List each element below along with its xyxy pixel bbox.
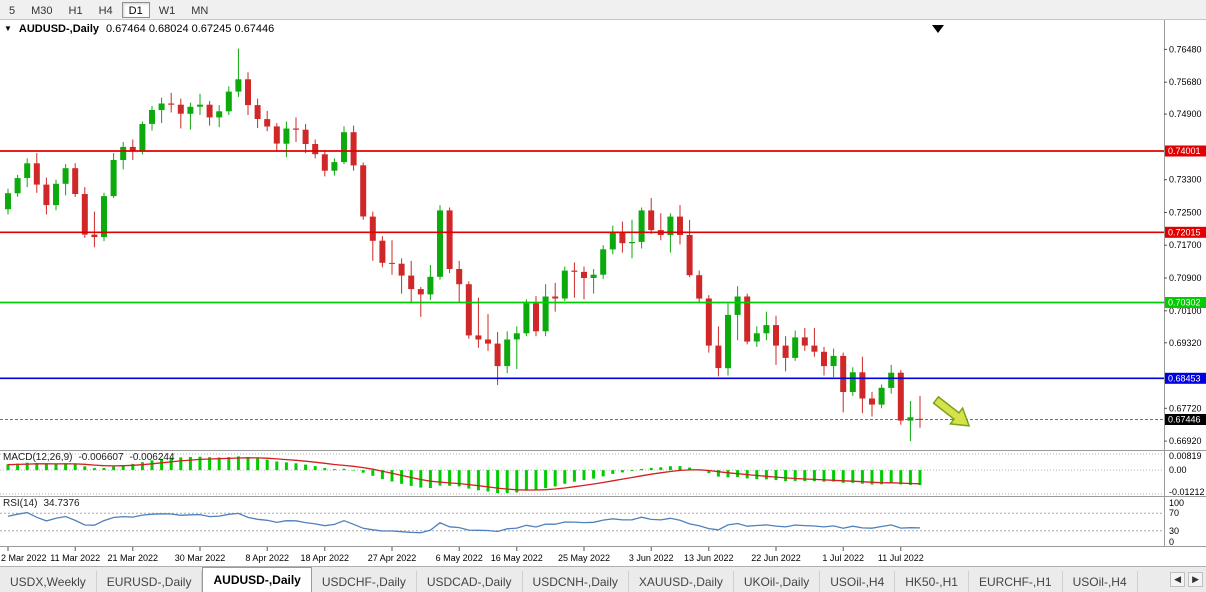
macd-indicator-chart[interactable]: 0.00819 0.00 -0.01212 [0, 451, 1206, 497]
time-axis: 2 Mar 2022 11 Mar 2022 21 Mar 2022 30 Mar 2… [0, 546, 1206, 566]
rsi-value: 34.7376 [43, 498, 80, 509]
timeframe-button-W1[interactable]: W1 [158, 4, 176, 17]
main-chart-panel: 0.76480 0.75680 0.74900 0.73300 0.72500 0.717… [0, 20, 1206, 450]
svg-text:0.75680: 0.75680 [1169, 77, 1202, 87]
time-axis-label: 22 Jun 2022 [751, 553, 801, 563]
chart-tab-USOil-H4[interactable]: USOil-,H4 [820, 571, 896, 592]
chart-tab-USDCAD-Daily[interactable]: USDCAD-,Daily [417, 571, 523, 592]
time-axis-label: 21 Mar 2022 [108, 553, 159, 563]
svg-text:0.73300: 0.73300 [1169, 175, 1202, 185]
svg-text:0.72500: 0.72500 [1169, 208, 1202, 218]
price-badge-0.67446: 0.67446 [1165, 414, 1206, 425]
svg-text:-0.01212: -0.01212 [1169, 487, 1205, 497]
svg-text:70: 70 [1169, 508, 1179, 518]
time-axis-label: 16 May 2022 [491, 553, 543, 563]
svg-text:0.67720: 0.67720 [1169, 403, 1202, 413]
time-axis-label: 3 Jun 2022 [629, 553, 674, 563]
chart-tab-USDCHF-Daily[interactable]: USDCHF-,Daily [312, 571, 417, 592]
chart-tabbar: USDX,Weekly EURUSD-,Daily AUDUSD-,Daily USD… [0, 566, 1206, 592]
price-badge-0.74001: 0.74001 [1165, 145, 1206, 157]
tab-scroll-left-button[interactable]: ◀ [1170, 572, 1186, 587]
svg-text:0.68453: 0.68453 [1168, 374, 1201, 384]
rsi-name: RSI(14) [3, 498, 38, 509]
svg-text:0.70302: 0.70302 [1168, 298, 1201, 308]
chart-tab-USDCNH-Daily[interactable]: USDCNH-,Daily [523, 571, 629, 592]
svg-text:0.00819: 0.00819 [1169, 451, 1202, 461]
trend-arrow-annotation[interactable] [930, 392, 975, 434]
svg-text:0.74900: 0.74900 [1169, 109, 1202, 119]
chart-symbol-label: AUDUSD-,Daily [18, 23, 99, 35]
time-axis-label: 2 Mar 2022 [1, 553, 47, 563]
time-axis-label: 25 May 2022 [558, 553, 610, 563]
svg-text:0.71700: 0.71700 [1169, 240, 1202, 250]
chart-shift-marker-icon[interactable] [932, 25, 944, 33]
macd-signal-line [7, 457, 921, 491]
rsi-panel: 100 70 30 0 RSI(14) 34.7376 [0, 496, 1206, 547]
macd-panel: 0.00819 0.00 -0.01212 MACD(12,26,9) -0.006… [0, 450, 1206, 497]
time-axis-label: 13 Jun 2022 [684, 553, 734, 563]
chart-symbol-info: ▼ AUDUSD-,Daily 0.67464 0.68024 0.67245 … [4, 23, 274, 35]
time-axis-label: 1 Jul 2022 [822, 553, 864, 563]
chart-tab-EURCHF-H1[interactable]: EURCHF-,H1 [969, 571, 1063, 592]
price-badge-0.70302: 0.70302 [1165, 297, 1206, 308]
time-axis-label: 6 May 2022 [436, 553, 483, 563]
svg-text:30: 30 [1169, 526, 1179, 536]
macd-name: MACD(12,26,9) [3, 452, 73, 463]
macd-label: MACD(12,26,9) -0.006607 -0.006244 [3, 452, 175, 463]
chart-tab-UKOil-Daily[interactable]: UKOil-,Daily [734, 571, 821, 592]
tab-scroll-right-button[interactable]: ▶ [1188, 572, 1203, 587]
chart-ohlc-values: 0.67464 0.68024 0.67245 0.67446 [106, 23, 275, 35]
time-axis-label: 18 Apr 2022 [301, 553, 350, 563]
chart-tab-EURUSD-Daily[interactable]: EURUSD-,Daily [97, 571, 203, 592]
chart-tab-USDX-Weekly[interactable]: USDX,Weekly [0, 571, 97, 592]
timeframe-button-5[interactable]: 5 [9, 4, 16, 17]
time-axis-label: 8 Apr 2022 [245, 553, 289, 563]
candlestick-series [5, 48, 923, 442]
chart-tab-XAUUSD-Daily[interactable]: XAUUSD-,Daily [629, 571, 734, 592]
time-axis-label: 11 Mar 2022 [50, 553, 100, 563]
macd-histogram [6, 456, 922, 494]
candlestick-chart[interactable]: 0.76480 0.75680 0.74900 0.73300 0.72500 0.717… [0, 20, 1206, 450]
macd-main-value: -0.006607 [78, 452, 124, 463]
time-axis-label: 30 Mar 2022 [175, 553, 226, 563]
svg-text:0.67446: 0.67446 [1168, 415, 1201, 425]
svg-text:0.66920: 0.66920 [1169, 436, 1202, 446]
svg-text:0.69320: 0.69320 [1169, 338, 1202, 348]
tab-scroll-buttons: ◀ ▶ [1167, 567, 1206, 592]
price-badge-0.72015: 0.72015 [1165, 226, 1206, 238]
timeframe-button-D1[interactable]: D1 [121, 1, 150, 18]
price-badge-0.68453: 0.68453 [1165, 372, 1206, 384]
timeframe-toolbar: 5 M30 H1 H4 D1 W1 MN [0, 0, 1206, 20]
svg-text:0.70900: 0.70900 [1169, 273, 1202, 283]
time-axis-scale[interactable]: 2 Mar 2022 11 Mar 2022 21 Mar 2022 30 Mar 2… [0, 547, 1206, 567]
svg-text:0.76480: 0.76480 [1169, 44, 1202, 54]
svg-text:0: 0 [1169, 537, 1174, 547]
svg-text:0.70100: 0.70100 [1169, 306, 1202, 316]
svg-text:0.72015: 0.72015 [1168, 228, 1201, 238]
svg-text:0.00: 0.00 [1169, 465, 1187, 475]
chart-tab-HK50-H1[interactable]: HK50-,H1 [895, 571, 969, 592]
time-axis-label: 11 Jul 2022 [878, 553, 924, 563]
chart-tab-USOil-H4[interactable]: USOil-,H4 [1063, 571, 1138, 592]
rsi-label: RSI(14) 34.7376 [3, 498, 80, 509]
rsi-line [7, 511, 921, 534]
time-axis-label: 27 Apr 2022 [368, 553, 417, 563]
timeframe-button-M30[interactable]: M30 [31, 4, 53, 17]
timeframe-button-MN[interactable]: MN [191, 4, 209, 17]
svg-text:100: 100 [1169, 498, 1184, 508]
timeframe-button-H4[interactable]: H4 [98, 4, 113, 17]
symbol-dropdown-icon[interactable]: ▼ [4, 24, 12, 33]
timeframe-button-H1[interactable]: H1 [68, 4, 83, 17]
macd-signal-value: -0.006244 [129, 452, 175, 463]
svg-text:0.74001: 0.74001 [1168, 146, 1201, 156]
chart-tab-AUDUSD-Daily[interactable]: AUDUSD-,Daily [202, 567, 312, 592]
chart-tabs: USDX,Weekly EURUSD-,Daily AUDUSD-,Daily USD… [0, 567, 1138, 592]
